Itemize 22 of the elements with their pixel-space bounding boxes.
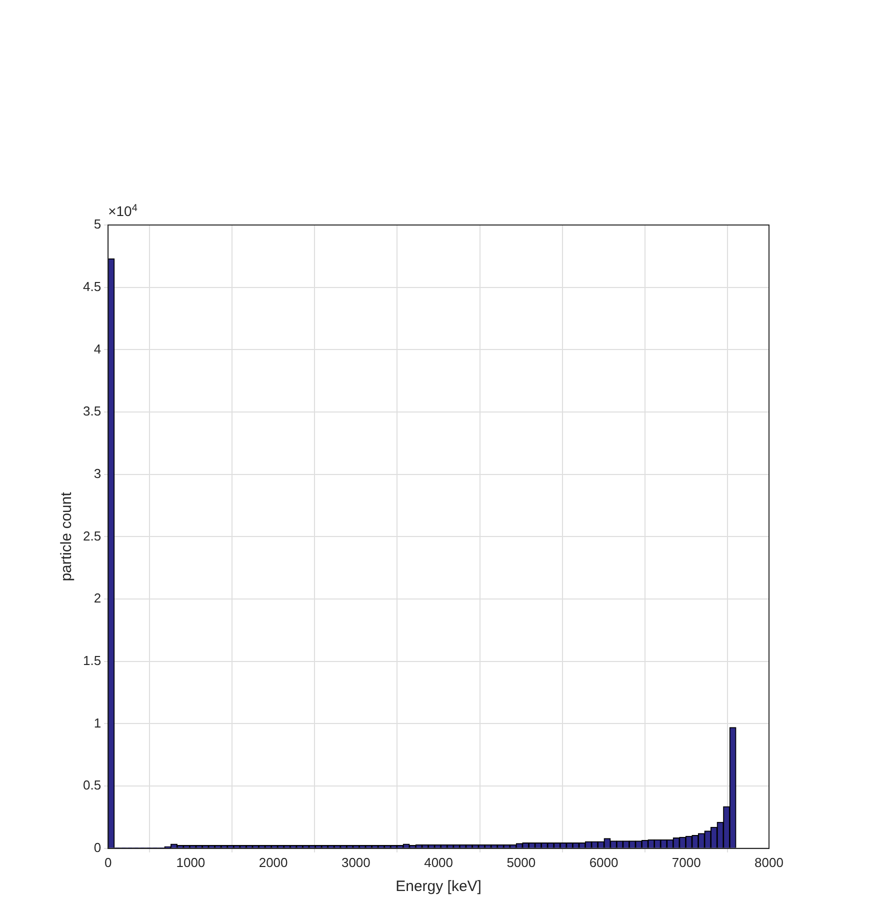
y-tick-label: 0.5 (82, 778, 102, 793)
x-tick-label: 5000 (506, 854, 536, 870)
y-tick-label: 1.5 (82, 652, 102, 668)
y-tick-label: 4 (94, 341, 102, 356)
x-tick-label: 7000 (672, 854, 701, 870)
x-axis-title: Energy [keV] (396, 878, 482, 896)
y-axis-title: particle count (58, 491, 76, 582)
y-tick-label: 3.5 (82, 404, 102, 419)
x-tick-label: 6000 (589, 854, 618, 870)
y-tick-label: 1 (94, 715, 102, 730)
y-tick-label: 2.5 (82, 528, 102, 544)
x-tick-label: 0 (104, 854, 112, 870)
x-tick-label: 1000 (176, 854, 206, 870)
y-tick-label: 4.5 (82, 278, 102, 294)
x-tick-label: 4000 (424, 854, 453, 870)
y-tick-label: 5 (94, 216, 102, 232)
x-tick-label: 3000 (341, 854, 370, 870)
y-tick-label: 2 (94, 590, 102, 606)
x-tick-label: 2000 (258, 854, 288, 870)
x-tick-label: 8000 (754, 854, 784, 870)
y-tick-label: 3 (94, 466, 102, 481)
y-tick-label: 0 (94, 840, 102, 855)
